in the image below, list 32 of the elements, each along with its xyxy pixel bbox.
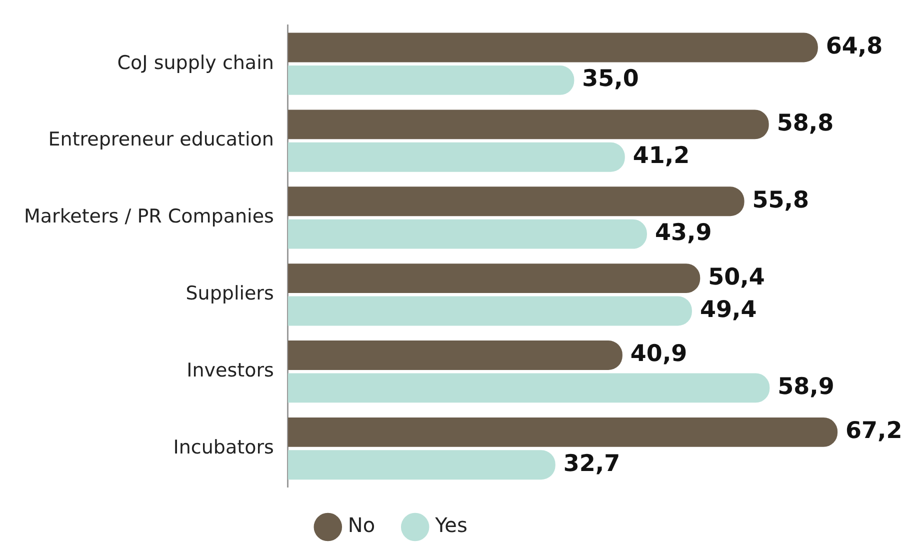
bar (288, 264, 700, 294)
bar (288, 417, 838, 447)
data-label: 41,2 (632, 143, 690, 170)
data-label: 49,4 (700, 296, 757, 323)
bar (288, 32, 818, 62)
data-label: 58,9 (778, 374, 834, 400)
y-tick-label: CoJ supply chain (117, 52, 274, 74)
legend-label: No (348, 513, 376, 538)
bar (288, 296, 692, 326)
data-label: 67,2 (846, 418, 902, 444)
y-tick-label: Marketers / PR Companies (24, 206, 274, 228)
bar (288, 340, 622, 370)
y-tick-label: Entrepreneur education (48, 128, 274, 151)
y-tick-label: Investors (186, 360, 274, 382)
data-label: 64,8 (826, 33, 883, 60)
data-label: 35,0 (582, 66, 639, 92)
data-label: 50,4 (708, 264, 765, 290)
data-label: 40,9 (630, 341, 688, 368)
y-tick-label: Incubators (173, 436, 274, 458)
bar (288, 186, 744, 216)
bar (288, 450, 556, 480)
data-label: 32,7 (563, 450, 620, 477)
bar (288, 66, 574, 95)
data-label: 58,8 (776, 110, 834, 136)
data-label: 43,9 (654, 220, 712, 246)
bar (288, 219, 647, 249)
bar (288, 142, 625, 172)
y-tick-label: Suppliers (186, 282, 274, 305)
legend-label: Yes (434, 513, 468, 538)
bar (288, 373, 770, 403)
data-label: 55,8 (752, 187, 810, 214)
bar (288, 110, 769, 140)
